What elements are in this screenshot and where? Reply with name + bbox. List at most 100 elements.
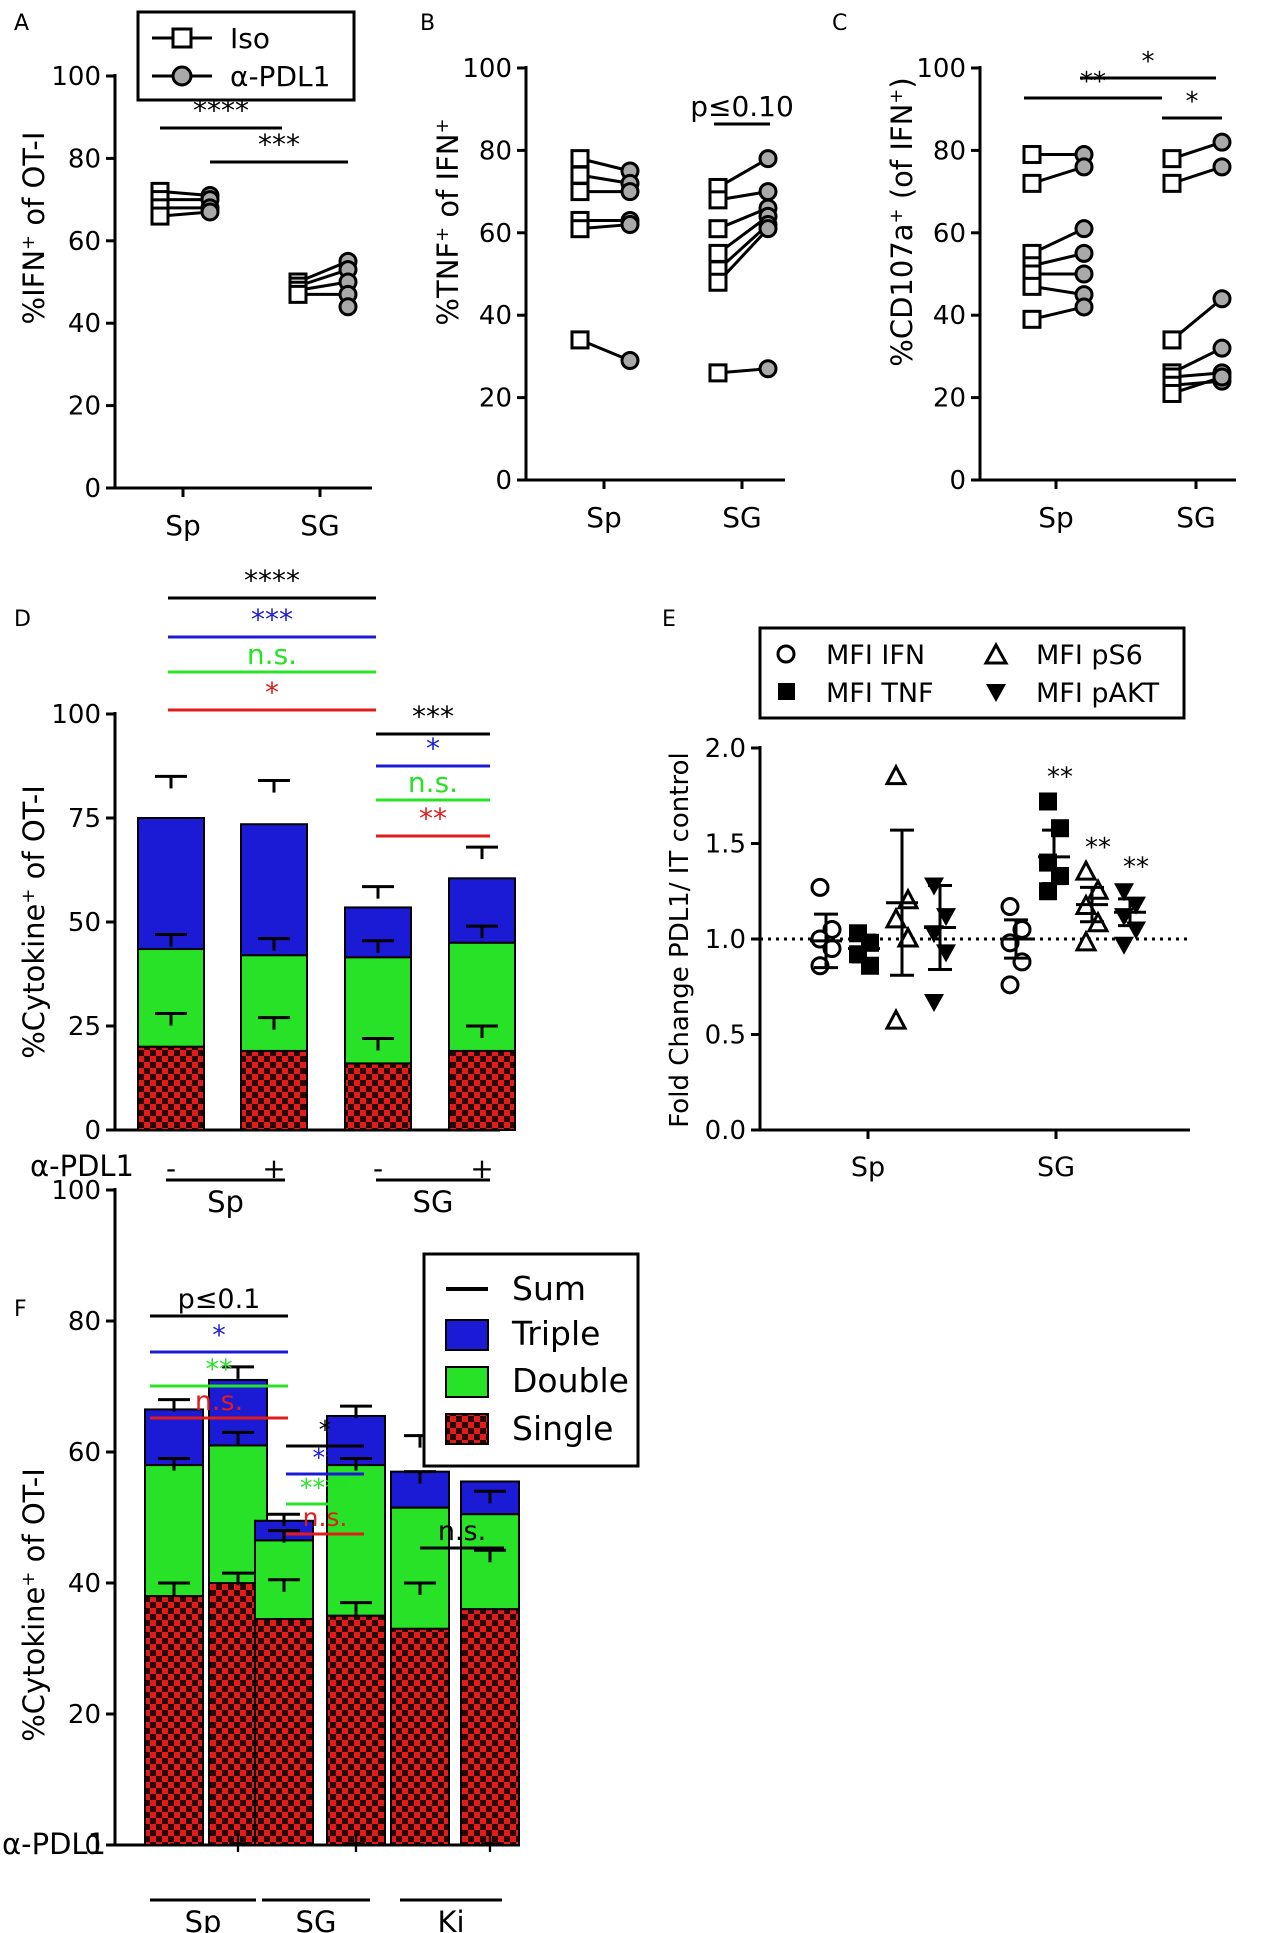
data-point-iso [1162, 383, 1182, 403]
group-label: Ki [437, 1905, 464, 1933]
data-point-pdl1 [1074, 157, 1094, 177]
y-tick-label: 40 [933, 301, 966, 331]
group-label: Sp [207, 1185, 244, 1219]
legend-swatch-single [445, 1413, 489, 1445]
data-point-pdl1 [758, 219, 778, 239]
x-tick-label: SG [1037, 1152, 1075, 1183]
y-tick-label: 0.0 [705, 1116, 746, 1146]
data-point-pdl1 [758, 359, 778, 379]
x-tick-label: Sp [1038, 501, 1074, 534]
legend-swatch-triple [445, 1319, 489, 1351]
group-label: Sp [185, 1905, 222, 1933]
data-point-ps6 [1074, 929, 1098, 952]
treatment-label: + [262, 1152, 285, 1185]
legend-box [136, 10, 356, 102]
y-tick-label: 40 [68, 1569, 101, 1599]
x-row-label: α-PDL1 [30, 1149, 134, 1183]
bar-triple [240, 823, 308, 957]
significance-bar-label: ** [419, 802, 447, 835]
y-tick-label: 0 [495, 466, 512, 496]
y-tick-label: 20 [479, 384, 512, 414]
legend-label-single: Single [512, 1409, 613, 1448]
significance-bar-label: n.s. [247, 638, 297, 671]
y-tick-label: 100 [51, 1176, 101, 1206]
legend-label-iso: Iso [230, 22, 270, 55]
y-tick-label: 80 [933, 136, 966, 166]
legend-label-pdl1: α-PDL1 [230, 60, 330, 93]
y-tick-label: 100 [51, 700, 101, 730]
y-tick-label: 1.5 [705, 830, 746, 860]
y-tick-label: 100 [51, 62, 101, 92]
y-tick-label: 0 [949, 466, 966, 496]
significance-label: ** [1123, 852, 1149, 882]
y-tick-label: 0 [84, 474, 101, 504]
treatment-label: + [478, 1826, 501, 1859]
significance-bar-label: ** [313, 1443, 338, 1472]
bar-single [448, 1049, 516, 1131]
y-tick-label: 100 [462, 54, 512, 84]
significance-bar-label: * [265, 676, 279, 709]
significance-bar-label: **** [244, 564, 300, 597]
data-point-ps6 [884, 763, 908, 786]
group-label: SG [296, 1905, 337, 1933]
data-point-iso [1162, 330, 1182, 350]
data-point-pakt [924, 994, 944, 1013]
legend-marker-pdl1 [171, 65, 193, 87]
data-point-pdl1 [338, 297, 358, 317]
data-point-pdl1 [1212, 157, 1232, 177]
x-tick-label: Sp [851, 1152, 885, 1183]
panel-b: B 0 20 40 60 80 100 Sp SG p≤0.10 %TNF+ of IFN+ [420, 11, 794, 534]
data-point-ps6 [1074, 858, 1098, 881]
data-point-iso [570, 219, 590, 239]
y-tick-label: 60 [933, 219, 966, 249]
x-tick-label: Sp [586, 501, 622, 534]
data-point-pdl1 [758, 182, 778, 202]
data-point-pdl1 [1074, 243, 1094, 263]
x-row-label: α-PDL1 [2, 1827, 106, 1861]
data-point-iso [1162, 149, 1182, 169]
data-point-pdl1 [1074, 219, 1094, 239]
significance-bar-label: p≤0.1 [178, 1284, 261, 1315]
legend-label-triple: Triple [511, 1314, 600, 1353]
data-point-pdl1 [620, 215, 640, 235]
data-point-pdl1 [200, 202, 220, 222]
legend-marker-ifn [776, 644, 796, 664]
x-tick-label: SG [300, 509, 339, 542]
y-tick-label: 60 [68, 1438, 101, 1468]
y-tick-label: 2.0 [705, 734, 746, 764]
legend: Iso α-PDL1 [136, 10, 356, 102]
bar-single [144, 1595, 204, 1846]
significance-bar-label: n.s. [408, 766, 458, 799]
y-axis-label: %CD107a+ (of IFN+) [885, 77, 919, 366]
data-point-ifn [1000, 975, 1020, 995]
significance-bar-label: *** [412, 700, 454, 733]
legend-label-ps6: MFI pS6 [1036, 640, 1143, 671]
data-point-ifn [822, 919, 842, 939]
bar-double [390, 1506, 450, 1630]
y-tick-label: 40 [479, 301, 512, 331]
significance-bar-label: n.s. [195, 1386, 243, 1417]
x-tick-label: Sp [165, 509, 201, 542]
y-tick-label: 100 [916, 54, 966, 84]
data-point-ifn [1012, 919, 1032, 939]
legend: MFI IFN MFI pS6 MFI TNF MFI pAKT [758, 626, 1186, 720]
legend-marker-tnf [778, 683, 795, 700]
data-point-iso [708, 243, 728, 263]
treatment-label: - [166, 1152, 176, 1185]
bar-single [240, 1049, 308, 1131]
significance-bar-label: * [212, 1320, 226, 1351]
bar-single [137, 1045, 205, 1132]
y-tick-label: 20 [68, 1700, 101, 1730]
data-point-ifn [810, 929, 830, 949]
significance-bar-label: * [426, 732, 440, 765]
data-point-pdl1 [620, 182, 640, 202]
legend-swatch-double [445, 1366, 489, 1398]
panel-label: D [14, 607, 31, 632]
bar-double [240, 954, 308, 1052]
bar-single [254, 1618, 314, 1847]
legend: Sum Triple Double Single [422, 1252, 640, 1468]
significance-bar-label: n.s. [438, 1516, 486, 1547]
